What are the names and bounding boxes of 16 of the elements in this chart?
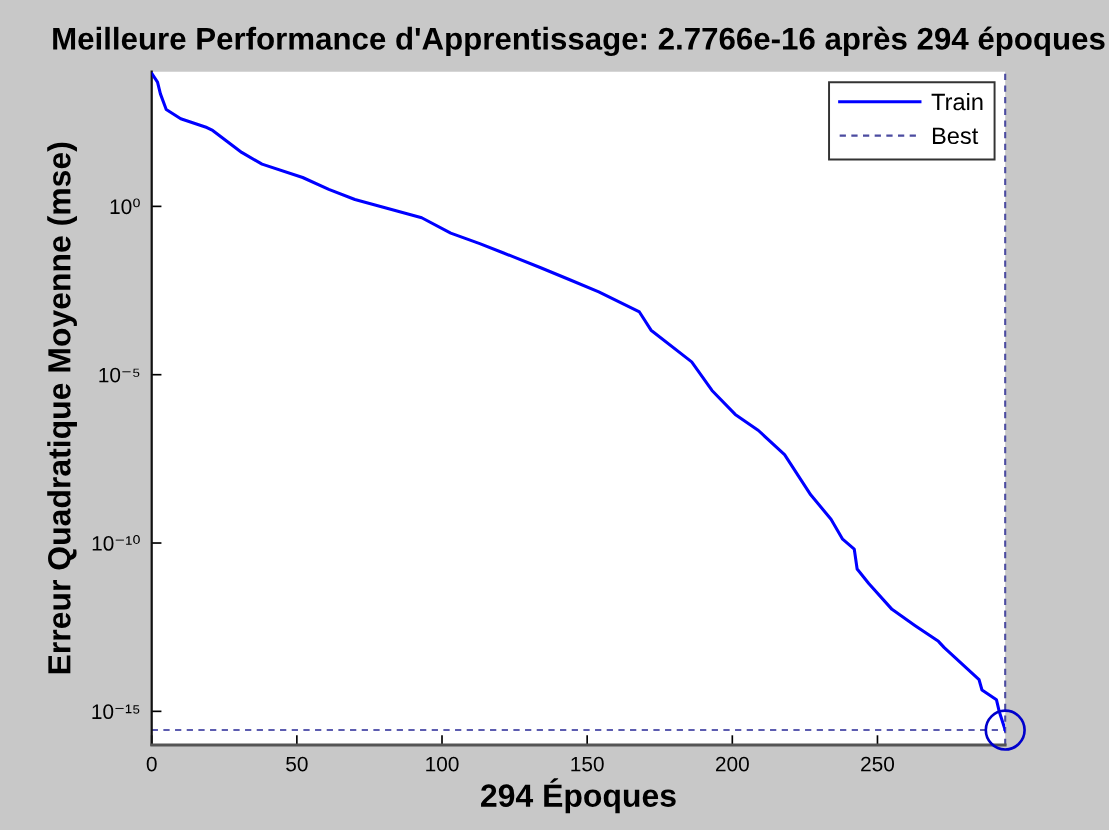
x-tick-label: 150 xyxy=(571,756,604,772)
y-axis-title: Erreur Quadratique Moyenne (mse) xyxy=(47,142,77,674)
x-tick-label: 0 xyxy=(146,756,157,772)
y-tick-label: 10⁻¹⁵ xyxy=(92,704,140,720)
chart-title: Meilleure Performance d'Apprentissage: 2.7766e-16 après 294 époques xyxy=(53,26,1105,57)
x-tick-label: 100 xyxy=(426,756,459,772)
x-tick-label: 50 xyxy=(286,756,308,772)
ref-line-label: Best xyxy=(932,127,979,145)
x-tick-label: 200 xyxy=(715,756,749,772)
y-tick-label: 10⁰ xyxy=(110,198,140,215)
legend-label: Train xyxy=(931,92,983,111)
x-axis-title: 294 Époques xyxy=(481,778,676,814)
y-tick-label: 10⁻¹⁰ xyxy=(92,535,140,551)
x-tick-label: 250 xyxy=(861,756,895,772)
line-series xyxy=(151,71,1006,732)
y-tick-label: 10⁻⁵ xyxy=(99,367,140,383)
